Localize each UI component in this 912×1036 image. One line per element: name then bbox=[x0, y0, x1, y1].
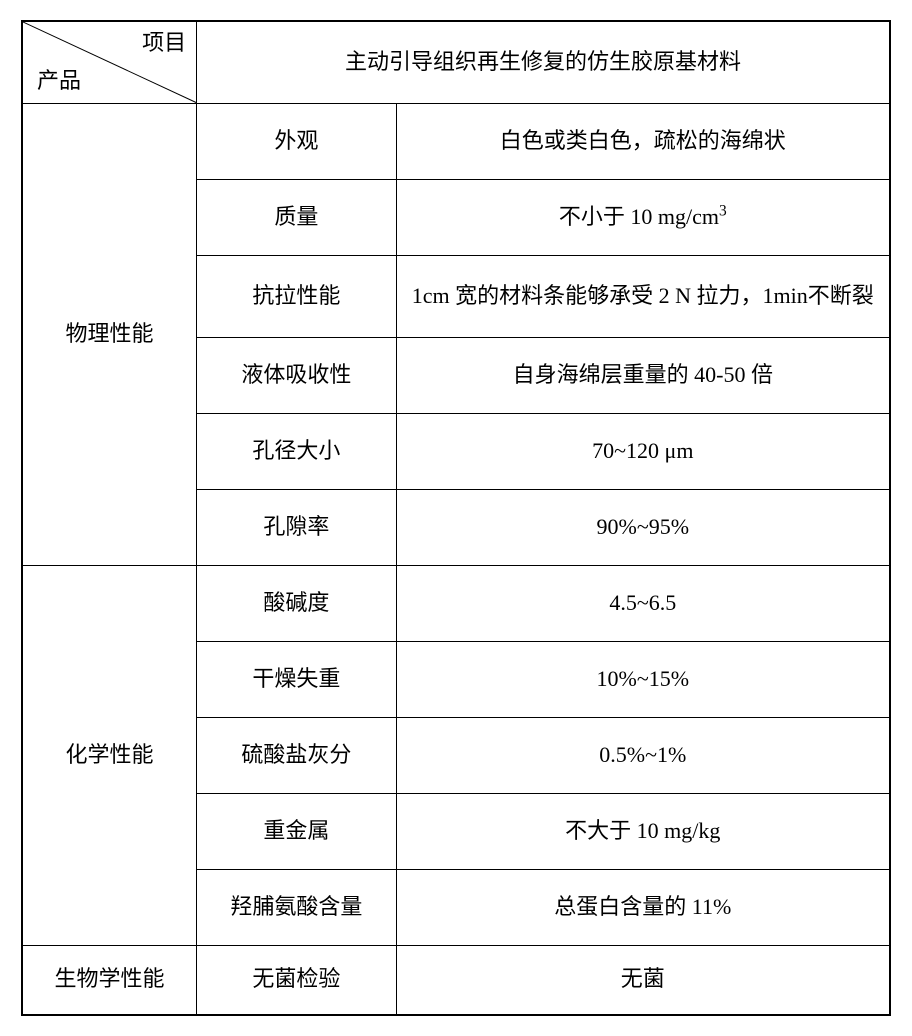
item-value: 1cm 宽的材料条能够承受 2 N 拉力，1min不断裂 bbox=[396, 255, 890, 337]
category-biological: 生物学性能 bbox=[22, 945, 197, 1015]
item-label: 无菌检验 bbox=[197, 945, 397, 1015]
item-value: 不大于 10 mg/kg bbox=[396, 793, 890, 869]
item-label: 孔径大小 bbox=[197, 413, 397, 489]
category-chemical: 化学性能 bbox=[22, 565, 197, 945]
category-physical: 物理性能 bbox=[22, 103, 197, 565]
header-item-label: 项目 bbox=[142, 28, 186, 59]
materials-spec-table: 项目 产品 主动引导组织再生修复的仿生胶原基材料 物理性能 外观 白色或类白色，… bbox=[21, 20, 891, 1016]
header-title: 主动引导组织再生修复的仿生胶原基材料 bbox=[197, 21, 890, 103]
item-value: 白色或类白色，疏松的海绵状 bbox=[396, 103, 890, 179]
item-label: 外观 bbox=[197, 103, 397, 179]
item-label: 孔隙率 bbox=[197, 489, 397, 565]
item-label: 酸碱度 bbox=[197, 565, 397, 641]
item-value: 无菌 bbox=[396, 945, 890, 1015]
item-value: 0.5%~1% bbox=[396, 717, 890, 793]
header-product-label: 产品 bbox=[37, 66, 81, 97]
item-value: 10%~15% bbox=[396, 641, 890, 717]
item-value: 总蛋白含量的 11% bbox=[396, 869, 890, 945]
item-value: 4.5~6.5 bbox=[396, 565, 890, 641]
item-label: 羟脯氨酸含量 bbox=[197, 869, 397, 945]
table-header-row: 项目 产品 主动引导组织再生修复的仿生胶原基材料 bbox=[22, 21, 890, 103]
item-label: 抗拉性能 bbox=[197, 255, 397, 337]
mass-value-text: 不小于 10 mg/cm3 bbox=[559, 204, 727, 229]
item-value: 不小于 10 mg/cm3 bbox=[396, 179, 890, 255]
item-label: 硫酸盐灰分 bbox=[197, 717, 397, 793]
item-label: 干燥失重 bbox=[197, 641, 397, 717]
diagonal-header-cell: 项目 产品 bbox=[22, 21, 197, 103]
item-value: 70~120 μm bbox=[396, 413, 890, 489]
item-value: 90%~95% bbox=[396, 489, 890, 565]
table-row: 物理性能 外观 白色或类白色，疏松的海绵状 bbox=[22, 103, 890, 179]
item-label: 液体吸收性 bbox=[197, 337, 397, 413]
table-row: 生物学性能 无菌检验 无菌 bbox=[22, 945, 890, 1015]
item-label: 质量 bbox=[197, 179, 397, 255]
item-value: 自身海绵层重量的 40-50 倍 bbox=[396, 337, 890, 413]
table-row: 化学性能 酸碱度 4.5~6.5 bbox=[22, 565, 890, 641]
item-label: 重金属 bbox=[197, 793, 397, 869]
